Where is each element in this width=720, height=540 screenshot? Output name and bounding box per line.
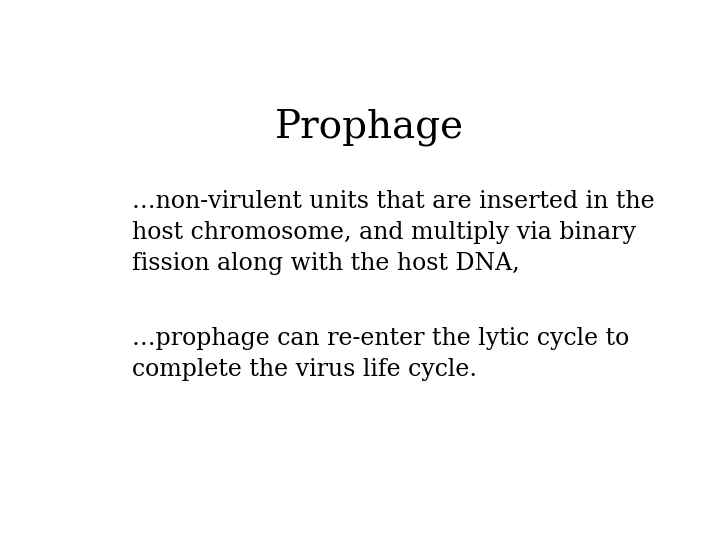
Text: …prophage can re-enter the lytic cycle to
complete the virus life cycle.: …prophage can re-enter the lytic cycle t… [132,327,629,381]
Text: …non-virulent units that are inserted in the
host chromosome, and multiply via b: …non-virulent units that are inserted in… [132,190,654,275]
Text: Prophage: Prophage [274,109,464,146]
